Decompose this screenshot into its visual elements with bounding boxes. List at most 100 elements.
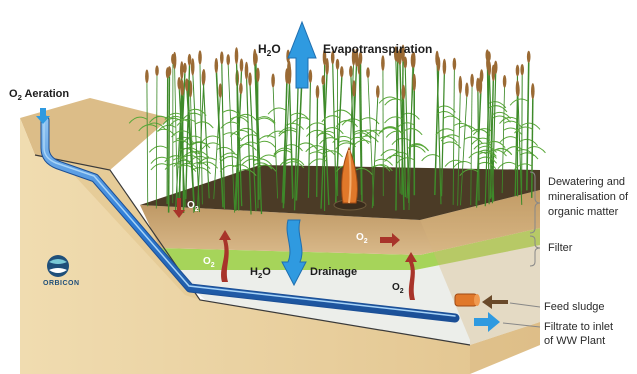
ground-top-surface <box>20 98 170 170</box>
reed-head <box>470 73 474 88</box>
evap-sub: 2 <box>266 48 272 58</box>
reed-leaf <box>239 155 259 163</box>
reed-stem <box>245 75 252 215</box>
reed-leaf <box>178 147 198 156</box>
dewatering-label: Dewatering and mineralisation of organic… <box>548 175 628 220</box>
reed-stem <box>460 94 468 206</box>
reed-head <box>190 58 195 76</box>
reed-leaf <box>182 154 202 162</box>
reed-leaf <box>308 158 328 166</box>
reed-leaf <box>350 136 370 144</box>
reed-head <box>325 58 329 75</box>
reed-leaf <box>509 98 529 106</box>
o2-left-o: O <box>203 256 211 267</box>
reed-leaf <box>172 139 192 147</box>
reed-leaf <box>291 117 311 125</box>
reed-leaf <box>149 115 168 123</box>
filter-layer <box>160 228 540 270</box>
reed-stem <box>235 60 243 207</box>
reed-stem <box>487 67 492 198</box>
reed-head <box>287 74 292 85</box>
reed-head <box>493 60 498 74</box>
o2-right-sub: 2 <box>363 238 368 245</box>
reed-leaf <box>477 161 497 170</box>
reed-head <box>381 55 385 71</box>
reed-leaf <box>519 152 539 160</box>
reed-head <box>256 67 260 83</box>
feed-sludge-pipe <box>454 293 480 307</box>
reed-stem <box>402 97 407 198</box>
reed-leaf <box>172 157 192 165</box>
reed-head <box>340 66 344 78</box>
reed-head <box>145 69 149 84</box>
reed-stem <box>199 62 203 205</box>
reed-leaf <box>257 154 277 162</box>
reed-head <box>401 84 406 100</box>
reed-head <box>358 51 363 65</box>
reed-leaf <box>468 151 488 159</box>
reed-stem <box>221 62 226 210</box>
reed-stem <box>322 85 330 205</box>
reed-leaf <box>395 122 415 130</box>
reed-leaf <box>513 163 533 171</box>
reed-head <box>487 60 492 76</box>
reed-head <box>515 80 520 97</box>
reed-leaf <box>471 128 490 136</box>
reed-leaf <box>391 137 411 145</box>
reed-leaf <box>316 132 336 140</box>
reed-leaf <box>164 162 184 170</box>
drainage-text: Drainage <box>310 266 358 278</box>
reed-stem <box>272 85 279 199</box>
aeration-arrow <box>36 108 50 124</box>
reed-leaf <box>443 115 462 123</box>
reed-leaf <box>333 109 353 117</box>
drainage-o: O <box>262 266 271 278</box>
reed-head <box>244 61 249 80</box>
o2-bottom-sub: 2 <box>399 288 404 295</box>
reed-leaf <box>403 128 423 136</box>
reed-head <box>171 53 175 65</box>
filtrate-line-2: of WW Plant <box>544 335 606 347</box>
evapotranspiration-text: Evapotranspiration <box>323 42 433 56</box>
o2-top-sub: 2 <box>194 206 199 213</box>
reed-stem <box>185 64 191 200</box>
reed-stem <box>202 82 210 199</box>
reed-stem <box>434 68 440 196</box>
reed-leaf <box>360 117 380 125</box>
reed-stem <box>452 69 455 205</box>
reed-leaf <box>201 135 220 143</box>
filter-bracket <box>529 235 541 267</box>
reed-leaf <box>442 141 462 149</box>
reed-head <box>234 47 239 65</box>
reed-leaf <box>201 142 221 150</box>
reed-stem <box>408 65 413 211</box>
reed-head <box>478 76 483 95</box>
reed-leaf <box>229 115 249 123</box>
reed-stem <box>521 74 523 191</box>
reed-leaf <box>325 127 344 135</box>
reed-stem <box>249 84 257 212</box>
reed-leaf <box>219 152 238 160</box>
reed-stem <box>484 73 490 207</box>
reed-head <box>271 73 275 88</box>
dewatering-line-1: Dewatering and <box>548 176 626 188</box>
o2-label-top: O2 <box>187 200 199 213</box>
reed-head <box>286 49 290 63</box>
reed-leaf <box>194 121 214 129</box>
reed-leaf <box>478 156 498 164</box>
reed-leaf <box>478 145 497 153</box>
reed-head <box>515 64 520 77</box>
filter-label: Filter <box>548 242 573 254</box>
reed-leaf <box>527 146 546 154</box>
reed-leaf <box>188 155 208 163</box>
reed-leaf <box>175 136 195 144</box>
reed-leaf <box>241 158 260 166</box>
reed-head <box>248 72 252 87</box>
reed-stem <box>491 72 497 204</box>
reed-leaf <box>272 149 292 157</box>
reed-leaf <box>486 140 506 149</box>
reed-leaf <box>220 121 240 129</box>
reed-leaf <box>499 136 518 144</box>
reed-stem <box>371 96 379 209</box>
ground-right-face <box>420 170 540 374</box>
